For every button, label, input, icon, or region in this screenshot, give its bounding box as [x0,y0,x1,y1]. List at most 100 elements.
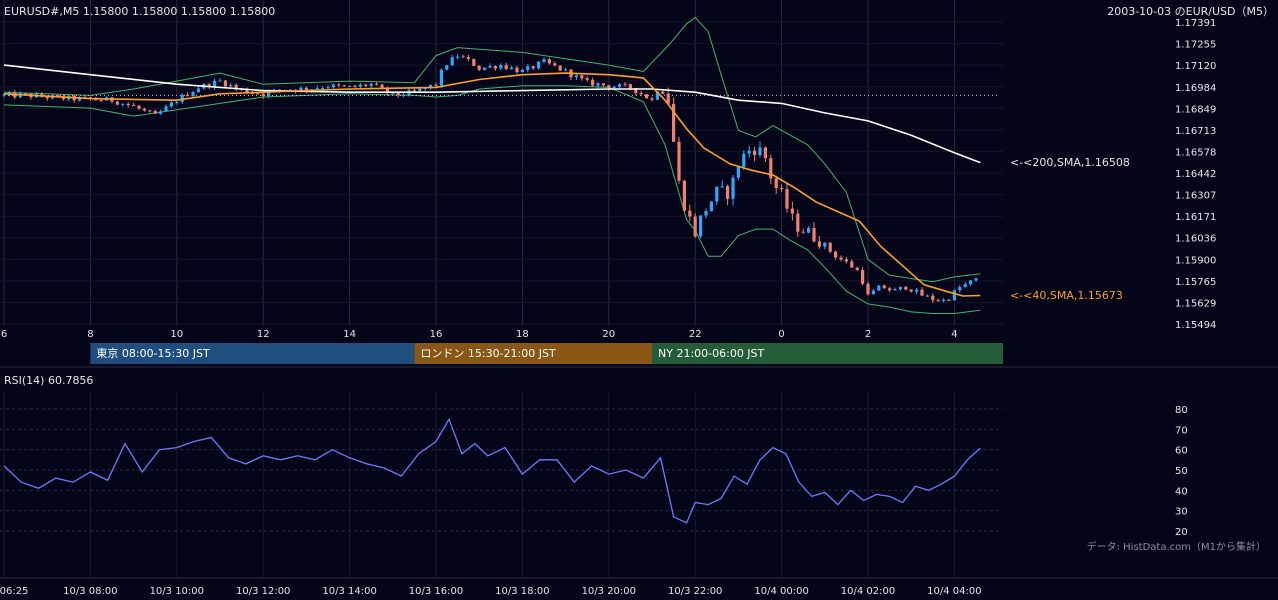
candle-body-162 [877,285,881,291]
rsi-tick-6: 20 [1175,527,1188,538]
candle-body-22 [121,103,125,105]
candle-body-175 [947,299,951,301]
candle-body-122 [661,91,665,94]
candle-body-71 [385,87,389,94]
data-source-note: データ: HistData.com（M1から集計） [1087,540,1266,553]
candle-body-120 [650,98,654,100]
candle-body-109 [591,79,595,86]
candle-body-58 [315,88,319,90]
price-tick-0: 1.17391 [1175,18,1216,29]
candle-body-92 [499,65,503,69]
time-tick-6: 18 [516,329,529,340]
candle-body-164 [888,288,892,291]
rsi-tick-1: 70 [1175,425,1188,436]
candle-body-179 [969,280,973,285]
candle-body-8 [45,96,49,99]
rsi-time-tick-0: 06:25 [0,586,28,597]
rsi-title: RSI(14) 60.7856 [4,374,93,387]
candle-body-148 [801,231,805,233]
rsi-path [3,417,981,524]
time-tick-7: 20 [602,329,615,340]
candle-body-98 [531,66,535,69]
candle-body-172 [931,295,935,301]
candle-body-62 [337,84,341,86]
price-tick-9: 1.16171 [1175,212,1216,223]
time-tick-8: 22 [689,329,702,340]
session-label-2: NY 21:00-06:00 JST [658,347,765,360]
candle-body-29 [159,111,163,114]
candle-body-137 [742,153,746,167]
sma200-path [3,64,981,164]
rsi-time-tick-6: 10/3 18:00 [495,586,549,597]
candle-body-140 [758,147,762,156]
rsi-time-tick-11: 10/4 04:00 [927,586,981,597]
candle-body-17 [94,98,98,101]
candle-body-163 [882,285,886,289]
session-band-1 [414,343,652,364]
price-tick-3: 1.16984 [1175,83,1216,94]
candle-body-153 [828,242,832,252]
rsi-time-tick-9: 10/4 00:00 [754,586,808,597]
candle-body-30 [164,106,168,112]
symbol-quote: EURUSD#,M5 1.15800 1.15800 1.15800 1.158… [4,5,275,18]
candle-body-156 [844,259,848,262]
session-label-1: ロンドン 15:30-21:00 JST [420,347,556,360]
candle-body-32 [175,101,179,103]
time-tick-0: 6 [1,329,7,340]
price-tick-12: 1.15765 [1175,277,1216,288]
candle-body-93 [504,65,508,69]
price-tick-2: 1.17120 [1175,61,1216,72]
rsi-time-tick-1: 10/3 08:00 [63,586,117,597]
candle-body-139 [753,150,757,156]
candle-body-56 [304,87,308,91]
candle-body-110 [596,83,600,86]
rsi-time-tick-5: 10/3 16:00 [409,586,463,597]
price-tick-11: 1.15900 [1175,255,1216,266]
candle-body-73 [396,92,400,96]
candle-body-152 [823,242,827,247]
session-band-0 [90,343,415,364]
candle-body-108 [585,78,589,80]
candle-body-101 [547,59,551,64]
candle-body-85 [461,56,465,58]
candle-body-178 [963,284,967,288]
candle-body-123 [666,93,670,104]
candle-body-111 [601,83,605,86]
sma200-line [3,64,981,164]
price-tick-6: 1.16578 [1175,147,1216,158]
time-tick-9: 0 [778,329,784,340]
rsi-time-tick-2: 10/3 10:00 [150,586,204,597]
candle-body-63 [342,85,346,87]
candle-body-84 [456,56,460,58]
candle-body-35 [191,92,195,97]
time-tick-2: 10 [170,329,183,340]
rsi-time-tick-7: 10/3 20:00 [582,586,636,597]
candle-body-117 [634,88,638,94]
rsi-tick-3: 50 [1175,466,1188,477]
candle-body-48 [261,93,265,96]
candle-body-27 [148,110,152,112]
candle-body-25 [137,105,141,109]
candle-body-176 [952,290,956,301]
candle-body-116 [628,84,632,89]
candle-body-161 [871,290,875,295]
candle-body-104 [564,69,568,71]
price-tick-10: 1.16036 [1175,234,1216,245]
time-tick-5: 16 [430,329,443,340]
candle-body-112 [607,85,611,89]
bollinger-lower-line [3,85,981,314]
candle-body-0 [2,94,6,96]
candle-body-177 [958,287,962,291]
candle-body-167 [904,286,908,290]
candle-body-65 [353,85,357,87]
candle-body-132 [715,186,719,202]
candle-body-82 [445,65,449,70]
candle-body-133 [720,186,724,188]
candle-body-130 [704,211,708,216]
candle-body-97 [526,66,530,70]
candle-body-174 [942,299,946,301]
candle-body-114 [618,84,622,87]
candle-body-126 [682,180,686,211]
candle-body-94 [510,67,514,69]
candle-body-154 [834,251,838,258]
